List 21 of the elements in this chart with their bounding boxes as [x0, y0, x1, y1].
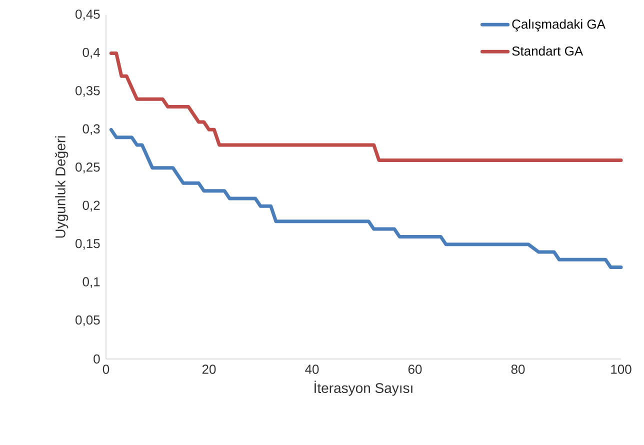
legend-label: Standart GA: [512, 46, 584, 56]
x-tick-label: 40: [305, 364, 319, 374]
y-tick-label: 0,05: [76, 315, 100, 326]
y-tick-label: 0,45: [76, 10, 100, 20]
legend-label: Çalışmadaki GA: [512, 19, 606, 32]
y-tick-label: 0,1: [82, 277, 100, 288]
y-tick-label: 0,2: [82, 200, 100, 212]
x-tick-label: 60: [408, 364, 422, 374]
x-axis-title: İterasyon Sayısı: [314, 380, 412, 396]
line-series: [109, 128, 623, 270]
x-tick-label: 100: [611, 364, 632, 374]
y-tick-label: 0,35: [76, 86, 100, 97]
y-tick-label: 0,15: [76, 238, 100, 250]
x-tick-label: 80: [511, 364, 525, 374]
y-tick-label: 0,25: [76, 162, 100, 174]
y-tick-label: 0,4: [82, 48, 100, 59]
y-tick-label: 0: [94, 354, 100, 364]
x-tick-label: 20: [202, 364, 216, 374]
y-tick-label: 0,3: [82, 124, 100, 136]
y-axis-title: Uygunluk Değeri: [54, 136, 68, 238]
x-tick-label: 0: [102, 364, 110, 374]
